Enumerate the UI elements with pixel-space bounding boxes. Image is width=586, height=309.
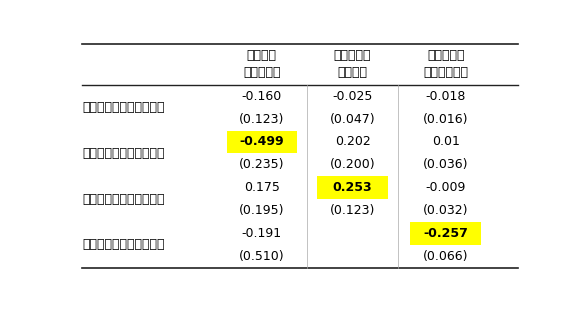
Text: -0.025: -0.025 xyxy=(332,90,373,103)
Text: 0.202: 0.202 xyxy=(335,135,370,148)
Text: (0.200): (0.200) xyxy=(330,158,376,171)
Text: (0.235): (0.235) xyxy=(239,158,284,171)
FancyBboxPatch shape xyxy=(410,222,481,245)
Text: 最恵国待遇（将来留保）: 最恵国待遇（将来留保） xyxy=(82,239,165,252)
Text: (0.047): (0.047) xyxy=(330,112,376,125)
Text: 内国民待遇（将来留保）: 内国民待遇（将来留保） xyxy=(82,193,165,206)
Text: 設備投資の
予測誤差: 設備投資の 予測誤差 xyxy=(334,49,372,79)
FancyBboxPatch shape xyxy=(318,176,388,199)
Text: -0.009: -0.009 xyxy=(425,181,466,194)
Text: (0.066): (0.066) xyxy=(423,250,468,263)
Text: 0.253: 0.253 xyxy=(333,181,372,194)
Text: -0.018: -0.018 xyxy=(425,90,466,103)
Text: (0.123): (0.123) xyxy=(239,112,284,125)
Text: (0.123): (0.123) xyxy=(330,204,375,217)
Text: (0.016): (0.016) xyxy=(423,112,468,125)
FancyBboxPatch shape xyxy=(227,131,297,153)
Text: (0.032): (0.032) xyxy=(423,204,468,217)
Text: 親会社のグ
ローバル戦略: 親会社のグ ローバル戦略 xyxy=(423,49,468,79)
Text: -0.257: -0.257 xyxy=(423,227,468,240)
Text: 0.175: 0.175 xyxy=(244,181,280,194)
Text: -0.160: -0.160 xyxy=(241,90,282,103)
Text: 最恵国待遇（現在留保）: 最恵国待遇（現在留保） xyxy=(82,147,165,160)
Text: (0.510): (0.510) xyxy=(239,250,285,263)
Text: (0.036): (0.036) xyxy=(423,158,468,171)
Text: -0.499: -0.499 xyxy=(240,135,284,148)
Text: -0.191: -0.191 xyxy=(241,227,282,240)
Text: 0.01: 0.01 xyxy=(432,135,459,148)
Text: 設備投資
（対数値）: 設備投資 （対数値） xyxy=(243,49,281,79)
Text: 内国民待遇（現在留保）: 内国民待遇（現在留保） xyxy=(82,101,165,114)
Text: (0.195): (0.195) xyxy=(239,204,284,217)
